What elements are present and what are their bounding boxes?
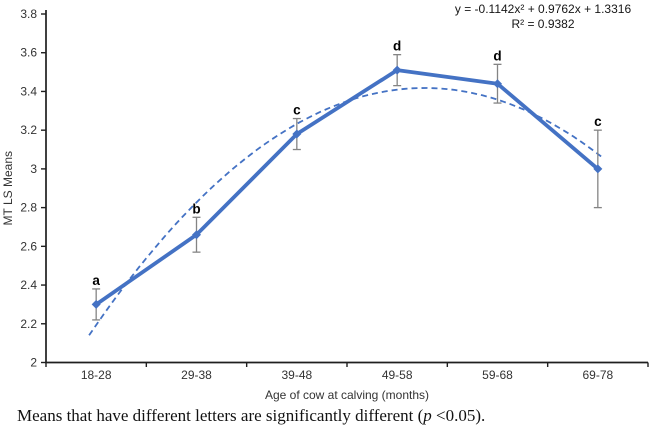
chart-svg: 2 2.2 2.4 2.6 2.8 3 3.2 3.4 3.6 3.8 18-28 29-38 39-4… xyxy=(1,7,649,402)
point-letter: d xyxy=(393,39,401,54)
figure-caption: Means that have different letters are si… xyxy=(17,406,485,426)
y-tick-label: 2.8 xyxy=(20,201,37,215)
point-letter: b xyxy=(192,201,200,216)
y-tick-label: 3.4 xyxy=(20,84,37,98)
r-squared-line: R² = 0.9382 xyxy=(511,17,575,31)
y-tick-label: 2.4 xyxy=(20,278,37,292)
x-category-label: 69-78 xyxy=(582,368,613,382)
x-axis-title: Age of cow at calving (months) xyxy=(265,388,429,402)
x-category-label: 39-48 xyxy=(281,368,312,382)
trendline-equation: y = -0.1142x² + 0.9762x + 1.3316 R² = 0.… xyxy=(413,2,649,32)
marker-diamond xyxy=(192,230,201,240)
y-tick-label: 2.2 xyxy=(20,317,37,331)
caption-suffix: <0.05). xyxy=(431,406,486,425)
series-line xyxy=(94,68,600,307)
y-tick-label: 3.6 xyxy=(20,46,37,60)
marker-diamond xyxy=(91,299,101,309)
y-tick-label: 3.8 xyxy=(20,7,37,21)
y-tick-label: 2 xyxy=(30,356,37,370)
point-letter: a xyxy=(92,273,100,288)
y-tick-label: 3 xyxy=(30,162,37,176)
point-letter: c xyxy=(293,103,301,118)
marker-diamond xyxy=(392,65,402,75)
marker-diamond xyxy=(292,129,302,139)
caption-italic-p: p xyxy=(423,406,432,425)
x-category-label: 29-38 xyxy=(181,368,212,382)
marker-diamond xyxy=(493,79,502,89)
y-axis-title: MT LS Means xyxy=(1,151,15,225)
point-letter: d xyxy=(493,48,501,63)
y-tick-label: 3.2 xyxy=(20,123,37,137)
y-tick-label: 2.6 xyxy=(20,239,37,253)
equation-line: y = -0.1142x² + 0.9762x + 1.3316 xyxy=(454,2,632,16)
caption-text: Means that have different letters are si… xyxy=(17,406,424,425)
point-letter: c xyxy=(594,114,602,129)
trendline-path xyxy=(88,87,603,336)
x-category-label: 49-58 xyxy=(382,368,413,382)
x-category-label: 59-68 xyxy=(482,368,513,382)
marker-diamond xyxy=(593,164,603,174)
x-category-label: 18-28 xyxy=(81,368,112,382)
